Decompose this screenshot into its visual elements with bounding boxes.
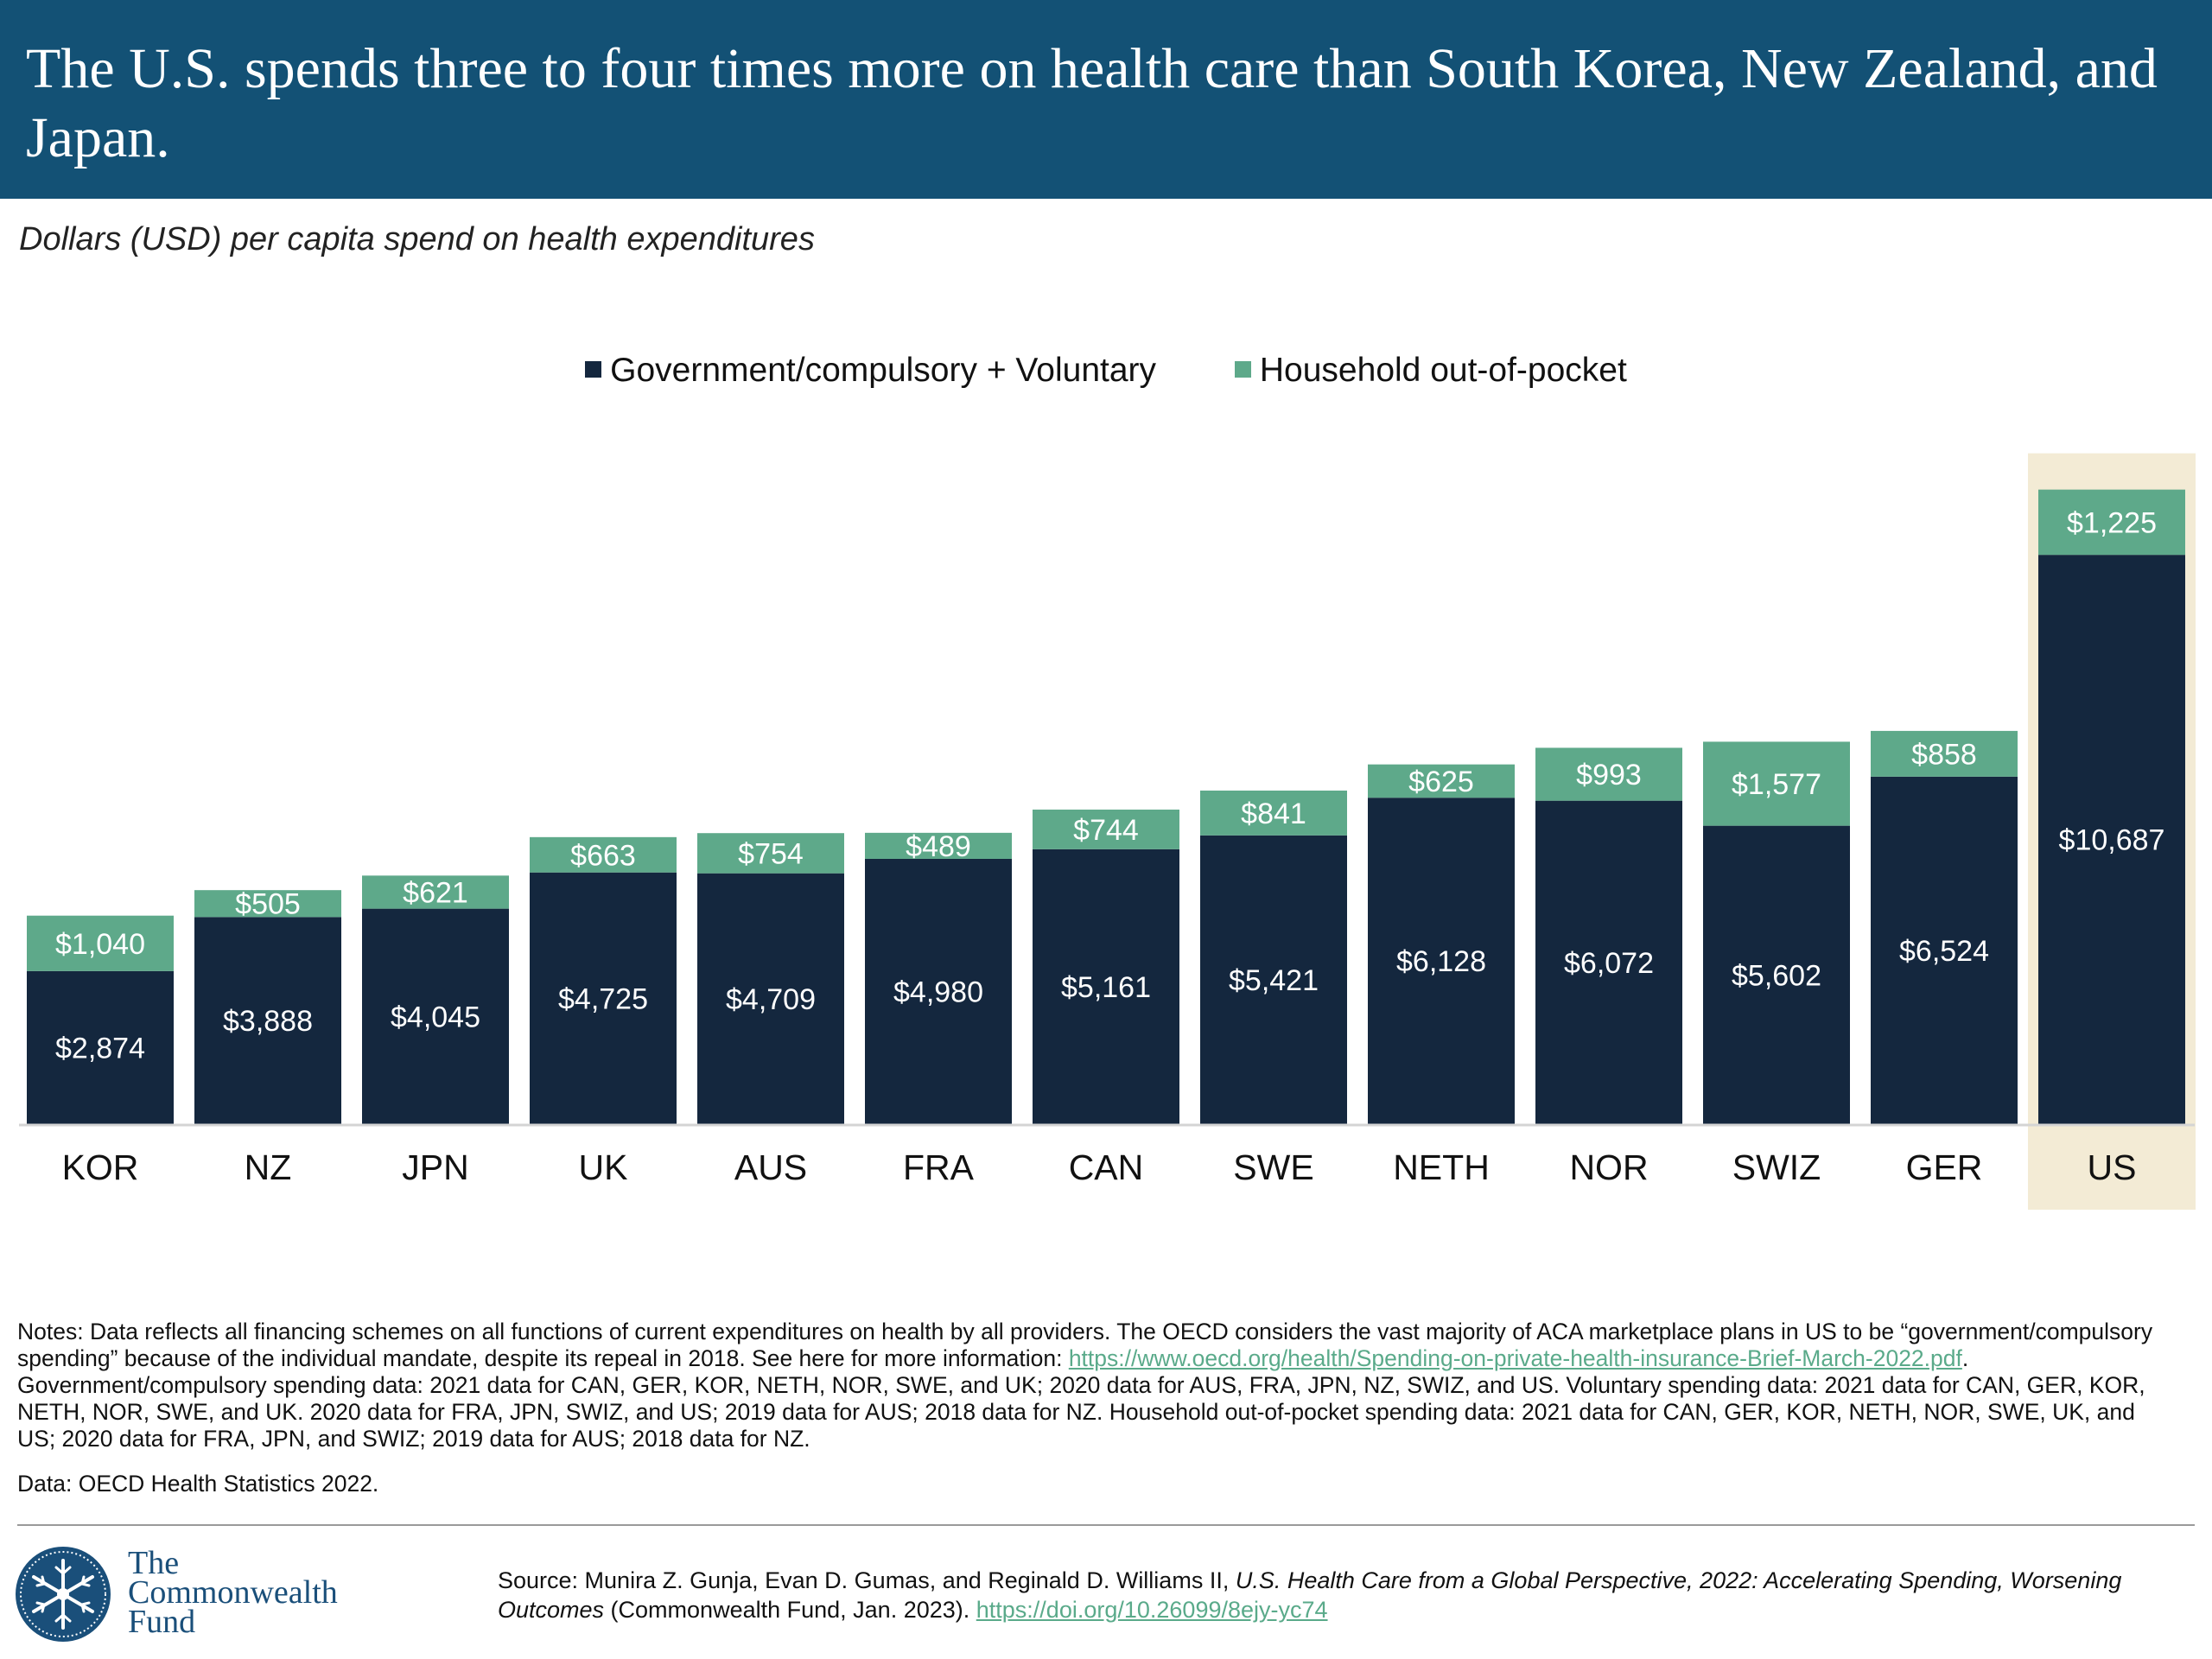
notes-text-1: Notes: Data reflects all financing schem… [17,1319,2153,1371]
legend-label-government: Government/compulsory + Voluntary [610,352,1157,389]
data-label-government-neth: $6,128 [1396,945,1486,978]
bar-household-swe [1200,790,1347,836]
data-label-government-kor: $2,874 [55,1032,145,1065]
notes-link[interactable]: https://www.oecd.org/health/Spending-on-… [1068,1345,1962,1371]
x-tick-label-aus: AUS [734,1147,807,1187]
bar-household-nz [194,890,341,918]
source-suffix: (Commonwealth Fund, Jan. 2023). [604,1597,976,1623]
data-label-government-nor: $6,072 [1564,947,1654,980]
data-label-household-swiz: $1,577 [1732,768,1821,801]
legend-item-government: Government/compulsory + Voluntary [585,350,1156,391]
snowflake-emblem-icon [16,1547,111,1642]
legend-swatch-household [1234,361,1251,378]
bar-household-kor [27,915,174,971]
bar-household-can [1033,809,1179,849]
data-label-government-fra: $4,980 [893,976,983,1008]
data-label-government-swiz: $5,602 [1732,959,1821,992]
legend-label-household: Household out-of-pocket [1259,352,1627,389]
data-label-government-us: $10,687 [2059,824,2165,857]
x-tick-label-ger: GER [1906,1147,1983,1187]
source-prefix: Source: Munira Z. Gunja, Evan D. Gumas, … [498,1567,1236,1593]
bar-government-swiz [1703,825,1850,1124]
data-label-household-ger: $858 [1911,738,1977,771]
bar-government-uk [530,872,677,1124]
x-tick-label-swiz: SWIZ [1732,1147,1821,1187]
bar-household-aus [697,833,844,874]
data-label-government-ger: $6,524 [1899,935,1989,968]
data-label-household-aus: $754 [738,837,804,870]
data-label-household-swe: $841 [1241,798,1306,830]
notes: Notes: Data reflects all financing schem… [17,1319,2177,1452]
bar-government-nz [194,917,341,1124]
data-source: Data: OECD Health Statistics 2022. [17,1471,379,1497]
logo-wordmark: The Commonwealth Fund [128,1545,338,1640]
stacked-bar-chart: $2,874 $1,040 KOR $3,888 $505 NZ $4,045 $621 JPN… [19,453,2196,1210]
legend-swatch-government [585,361,602,378]
x-tick-label-nz: NZ [245,1147,292,1187]
bar-government-can [1033,849,1179,1124]
data-label-government-nz: $3,888 [223,1005,313,1038]
bar-household-swiz [1703,741,1850,826]
data-label-household-nz: $505 [235,888,301,921]
notes-text-2: . Government/compulsory spending data: 2… [17,1345,2145,1452]
data-label-household-fra: $489 [906,830,971,863]
bar-government-swe [1200,835,1347,1124]
x-tick-label-us: US [2088,1147,2137,1187]
data-label-government-aus: $4,709 [726,983,816,1016]
bar-government-ger [1871,776,2018,1124]
bar-government-kor [27,970,174,1124]
source-link[interactable]: https://doi.org/10.26099/8ejy-yc74 [976,1597,1328,1623]
data-label-government-uk: $4,725 [558,982,648,1015]
footer-divider [17,1524,2195,1526]
bar-household-jpn [362,875,509,909]
data-label-government-swe: $5,421 [1229,964,1319,997]
logo-line-3: Fund [128,1604,196,1640]
chart-title: The U.S. spends three to four times more… [26,37,2158,169]
bar-household-neth [1368,764,1515,798]
bar-government-aus [697,873,844,1124]
x-tick-label-jpn: JPN [402,1147,468,1187]
bar-government-fra [865,858,1012,1124]
legend-item-household: Household out-of-pocket [1234,350,1627,391]
x-tick-label-fra: FRA [903,1147,975,1187]
data-label-household-jpn: $621 [403,876,468,909]
x-tick-label-nor: NOR [1569,1147,1648,1187]
bar-government-neth [1368,798,1515,1124]
bar-government-us [2038,555,2185,1124]
data-label-household-neth: $625 [1408,766,1474,798]
title-banner: The U.S. spends three to four times more… [0,0,2212,199]
data-label-government-jpn: $4,045 [391,1001,480,1033]
logo-line-2: Commonwealth [128,1574,338,1611]
x-tick-label-kor: KOR [62,1147,139,1187]
data-label-household-us: $1,225 [2067,506,2157,539]
x-tick-label-uk: UK [579,1147,628,1187]
x-tick-label-can: CAN [1069,1147,1144,1187]
data-label-household-uk: $663 [570,839,636,872]
logo-line-1: The [128,1545,180,1581]
source-citation: Source: Munira Z. Gunja, Evan D. Gumas, … [498,1566,2191,1624]
data-label-household-can: $744 [1073,814,1139,847]
chart-subtitle: Dollars (USD) per capita spend on health… [19,221,815,257]
data-label-household-nor: $993 [1576,759,1642,791]
bar-household-us [2038,489,2185,556]
data-label-household-kor: $1,040 [55,928,145,961]
data-label-government-can: $5,161 [1061,971,1151,1004]
bar-government-nor [1535,800,1682,1124]
bar-household-ger [1871,730,2018,777]
source-title: U.S. Health Care from a Global Perspecti… [498,1567,2122,1623]
bar-household-nor [1535,747,1682,801]
bar-government-jpn [362,908,509,1124]
x-tick-label-swe: SWE [1233,1147,1313,1187]
bar-household-uk [530,836,677,873]
chart-legend: Government/compulsory + Voluntary Househ… [0,350,2212,391]
x-tick-label-neth: NETH [1393,1147,1490,1187]
bar-household-fra [865,832,1012,859]
